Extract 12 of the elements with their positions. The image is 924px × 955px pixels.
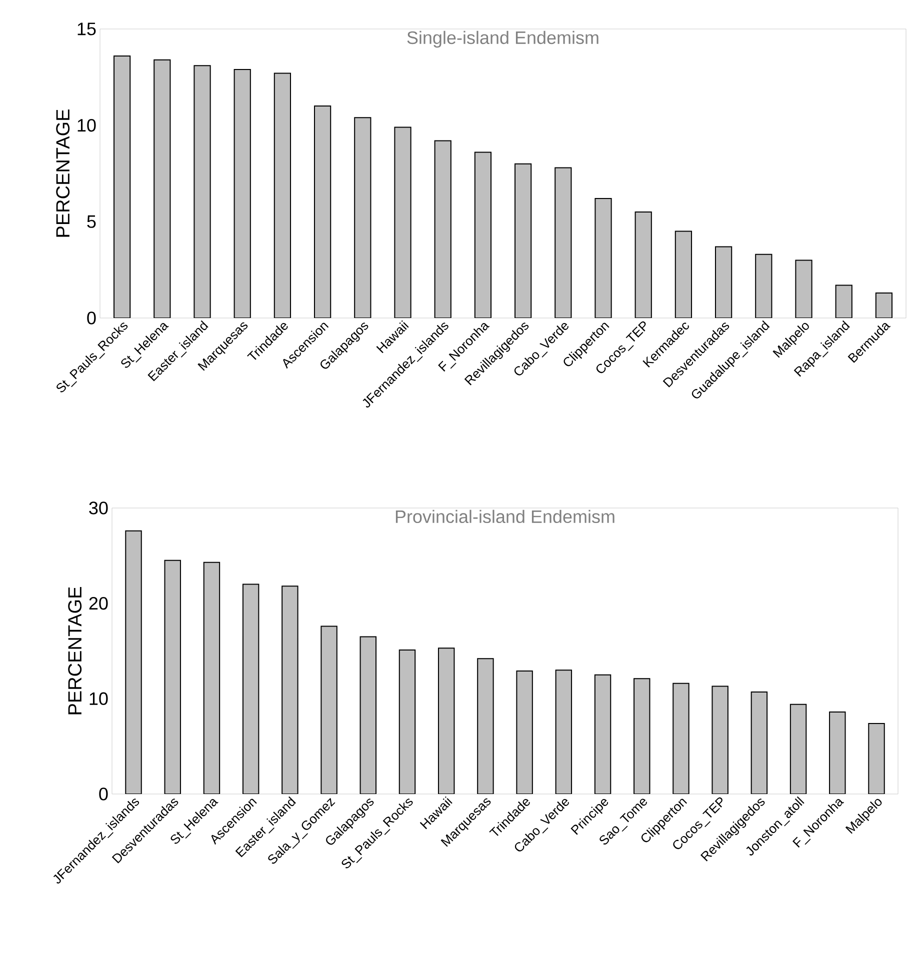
y-axis-title: PERCENTAGE (68, 587, 82, 714)
y-tick-label: 30 (89, 502, 108, 514)
y-tick-label: 0 (87, 312, 96, 324)
y-tick-label: 15 (78, 22, 96, 36)
y-tick-label: 10 (78, 118, 96, 132)
chart-title: Single-island Endemism (407, 30, 598, 48)
y-axis-title: PERCENTAGE (56, 110, 70, 237)
y-tick-label: 5 (87, 215, 96, 228)
y-tick-label: 10 (90, 692, 108, 706)
y-tick-label: 0 (99, 788, 108, 800)
chart-title: Provincial-island Endemism (396, 510, 614, 524)
y-tick-label: 20 (89, 596, 108, 610)
